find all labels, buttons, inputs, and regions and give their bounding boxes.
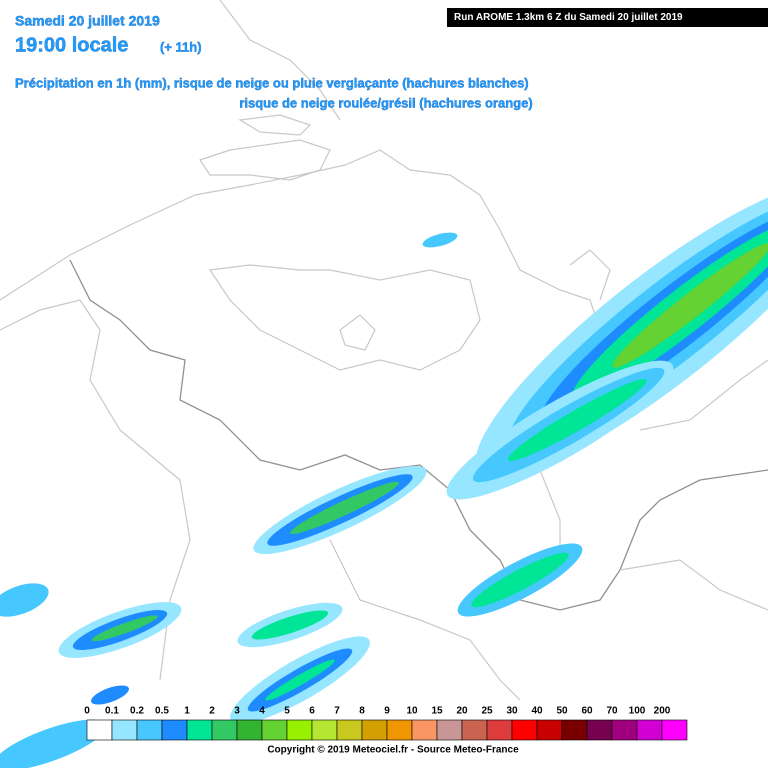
legend-swatch [561, 719, 588, 741]
legend-label: 4 [259, 706, 265, 717]
run-box [447, 8, 768, 27]
description: Précipitation en 1h (mm), risque de neig… [15, 75, 529, 90]
legend-label: 15 [431, 706, 443, 717]
description: risque de neige roulée/grésil (hachures … [239, 95, 532, 110]
legend-label: 40 [531, 706, 543, 717]
legend-swatch [236, 719, 263, 741]
legend-swatch [136, 719, 163, 741]
forecast-offset: (+ 11h) [160, 39, 202, 54]
legend-swatch [611, 719, 638, 741]
legend-swatch [386, 719, 413, 741]
legend-label: 3 [234, 706, 240, 717]
copyright: Copyright © 2019 Meteociel.fr - Source M… [267, 745, 519, 756]
legend: 0 0.1 0.2 0.5 1 2 3 4 5 6 7 8 9 10 15 20 25 30 40 50 60 70 100… [84, 706, 688, 741]
legend-swatch [311, 719, 338, 741]
legend-swatch [586, 719, 613, 741]
borders [0, 0, 768, 701]
legend-label: 2 [209, 706, 215, 717]
legend-swatch [336, 719, 363, 741]
legend-swatch [286, 719, 313, 741]
legend-label: 25 [481, 706, 493, 717]
legend-label: 0.2 [130, 706, 144, 717]
legend-label: 9 [384, 706, 390, 717]
legend-label: 5 [284, 706, 290, 717]
legend-label: 1 [184, 706, 190, 717]
legend-swatch [511, 719, 538, 741]
legend-label: 6 [309, 706, 315, 717]
legend-label: 70 [606, 706, 618, 717]
legend-label: 8 [359, 706, 365, 717]
legend-swatch [211, 719, 238, 741]
run-info: Run AROME 1.3km 6 Z du Samedi 20 juillet… [454, 12, 683, 23]
legend-swatch [161, 719, 188, 741]
legend-swatch [261, 719, 288, 741]
legend-label: 10 [406, 706, 418, 717]
legend-label: 20 [456, 706, 468, 717]
legend-swatch [636, 719, 663, 741]
time: 19:00 locale [15, 34, 128, 56]
legend-label: 60 [581, 706, 593, 717]
legend-label: 200 [654, 706, 671, 717]
legend-label: 0.5 [155, 706, 169, 717]
legend-label: 7 [334, 706, 340, 717]
legend-label: 0.1 [105, 706, 119, 717]
legend-label: 0 [84, 706, 90, 717]
legend-swatch [361, 719, 388, 741]
date: Samedi 20 juillet 2019 [15, 13, 160, 29]
legend-swatch [486, 719, 513, 741]
legend-swatch [111, 719, 138, 741]
precipitation [0, 181, 768, 768]
legend-swatch [661, 719, 688, 741]
legend-swatch [436, 719, 463, 741]
legend-label: 50 [556, 706, 568, 717]
legend-swatch [86, 719, 113, 741]
legend-swatch [186, 719, 213, 741]
legend-label: 30 [506, 706, 518, 717]
legend-swatch [461, 719, 488, 741]
legend-swatch [536, 719, 563, 741]
legend-label: 100 [629, 706, 646, 717]
legend-swatch [411, 719, 438, 741]
